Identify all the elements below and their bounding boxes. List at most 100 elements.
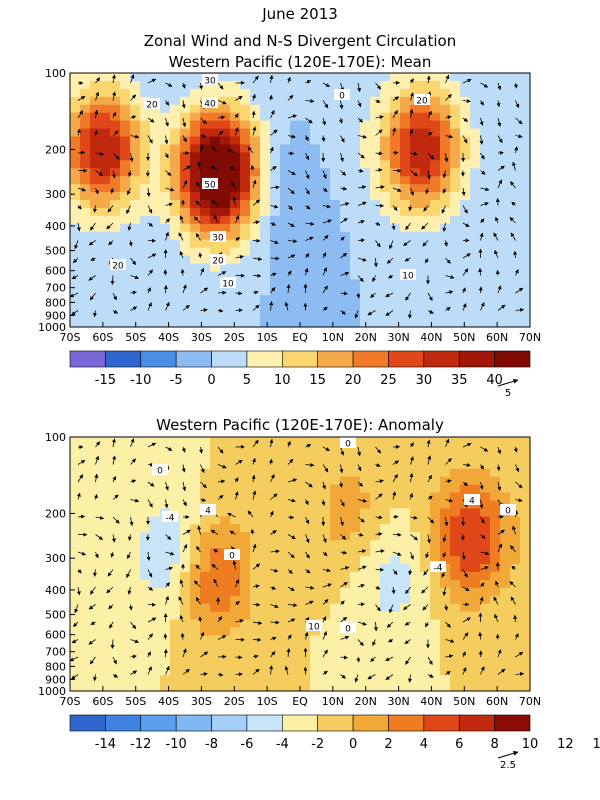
field-cell: [210, 611, 221, 621]
field-cell: [250, 152, 261, 161]
wind-vector: [442, 586, 447, 596]
field-cell: [280, 271, 291, 280]
field-cell: [410, 311, 421, 320]
y-tick-label: 1000: [38, 321, 66, 334]
field-cell: [240, 263, 251, 273]
field-cell: [430, 231, 441, 241]
field-cell: [470, 160, 481, 169]
field-cell: [340, 484, 351, 494]
field-cell: [260, 460, 271, 470]
field-cell: [230, 247, 241, 257]
field-cell: [510, 437, 521, 446]
field-cell: [410, 207, 421, 217]
wind-vector: [357, 238, 365, 243]
field-cell: [240, 651, 251, 660]
wind-vector: [338, 117, 343, 124]
field-cell: [120, 651, 131, 660]
field-cell: [430, 184, 441, 193]
field-cell: [160, 215, 171, 225]
field-cell: [500, 587, 511, 597]
field-cell: [480, 667, 491, 676]
field-cell: [510, 571, 521, 581]
wind-vector: [130, 257, 137, 266]
field-cell: [500, 452, 511, 462]
field-cell: [230, 540, 241, 549]
field-cell: [470, 619, 481, 629]
field-cell: [340, 231, 351, 241]
field-cell: [380, 271, 391, 280]
wind-vector: [322, 100, 329, 109]
field-cell: [180, 603, 191, 613]
field-cell: [110, 683, 121, 691]
wind-vector: [130, 639, 140, 644]
wind-vector: [182, 529, 191, 535]
field-cell: [480, 255, 491, 265]
wind-vector: [76, 128, 81, 136]
colorbar-swatch: [352, 714, 389, 732]
field-cell: [70, 460, 81, 470]
field-cell: [140, 627, 151, 637]
field-cell: [340, 444, 351, 454]
wind-vector: [200, 308, 208, 313]
wind-vector: [479, 499, 484, 509]
wind-vector: [147, 633, 154, 640]
field-cell: [110, 144, 121, 153]
wind-vector: [340, 217, 348, 224]
wind-vector: [88, 275, 96, 281]
field-cell: [100, 468, 111, 478]
wind-vector: [77, 150, 86, 155]
field-cell: [160, 255, 171, 265]
field-cell: [300, 136, 311, 146]
field-cell: [120, 532, 131, 541]
field-cell: [120, 571, 131, 581]
field-cell: [340, 144, 351, 153]
wind-vector: [95, 441, 101, 448]
field-cell: [210, 460, 221, 470]
wind-vector: [340, 581, 348, 588]
field-cell: [350, 659, 361, 668]
field-cell: [150, 271, 161, 280]
field-cell: [380, 303, 391, 312]
field-cell: [100, 524, 111, 533]
field-cell: [380, 675, 391, 684]
field-cell: [310, 73, 321, 82]
wind-vector: [391, 222, 396, 231]
wind-vector: [210, 165, 219, 171]
wind-vector: [270, 549, 280, 554]
field-cell: [420, 80, 431, 90]
field-cell: [390, 627, 401, 637]
wind-vector: [322, 306, 328, 311]
field-cell: [180, 627, 191, 637]
field-cell: [440, 635, 451, 644]
field-cell: [100, 532, 111, 541]
field-cell: [140, 635, 151, 644]
field-cell: [170, 104, 181, 114]
field-cell: [240, 136, 251, 146]
field-cell: [350, 635, 361, 644]
wind-vector: [462, 586, 470, 592]
field-cell: [190, 263, 201, 273]
field-cell: [520, 136, 530, 146]
field-cell: [400, 516, 411, 525]
field-cell: [330, 492, 341, 502]
field-cell: [420, 215, 431, 225]
field-cell: [80, 675, 91, 684]
wind-vector: [112, 130, 119, 136]
field-cell: [290, 271, 301, 280]
contour-label: 0: [157, 467, 163, 477]
field-cell: [360, 255, 371, 265]
field-cell: [380, 279, 391, 288]
field-cell: [340, 468, 351, 478]
field-cell: [100, 73, 111, 82]
field-cell: [360, 88, 371, 98]
field-cell: [260, 88, 271, 98]
field-cell: [300, 200, 311, 209]
wind-vector: [392, 491, 397, 500]
field-cell: [450, 651, 461, 660]
field-cell: [210, 223, 221, 233]
field-cell: [510, 255, 521, 265]
field-cell: [390, 675, 401, 684]
wind-vector: [77, 474, 84, 483]
field-cell: [140, 595, 151, 605]
field-cell: [130, 223, 141, 233]
